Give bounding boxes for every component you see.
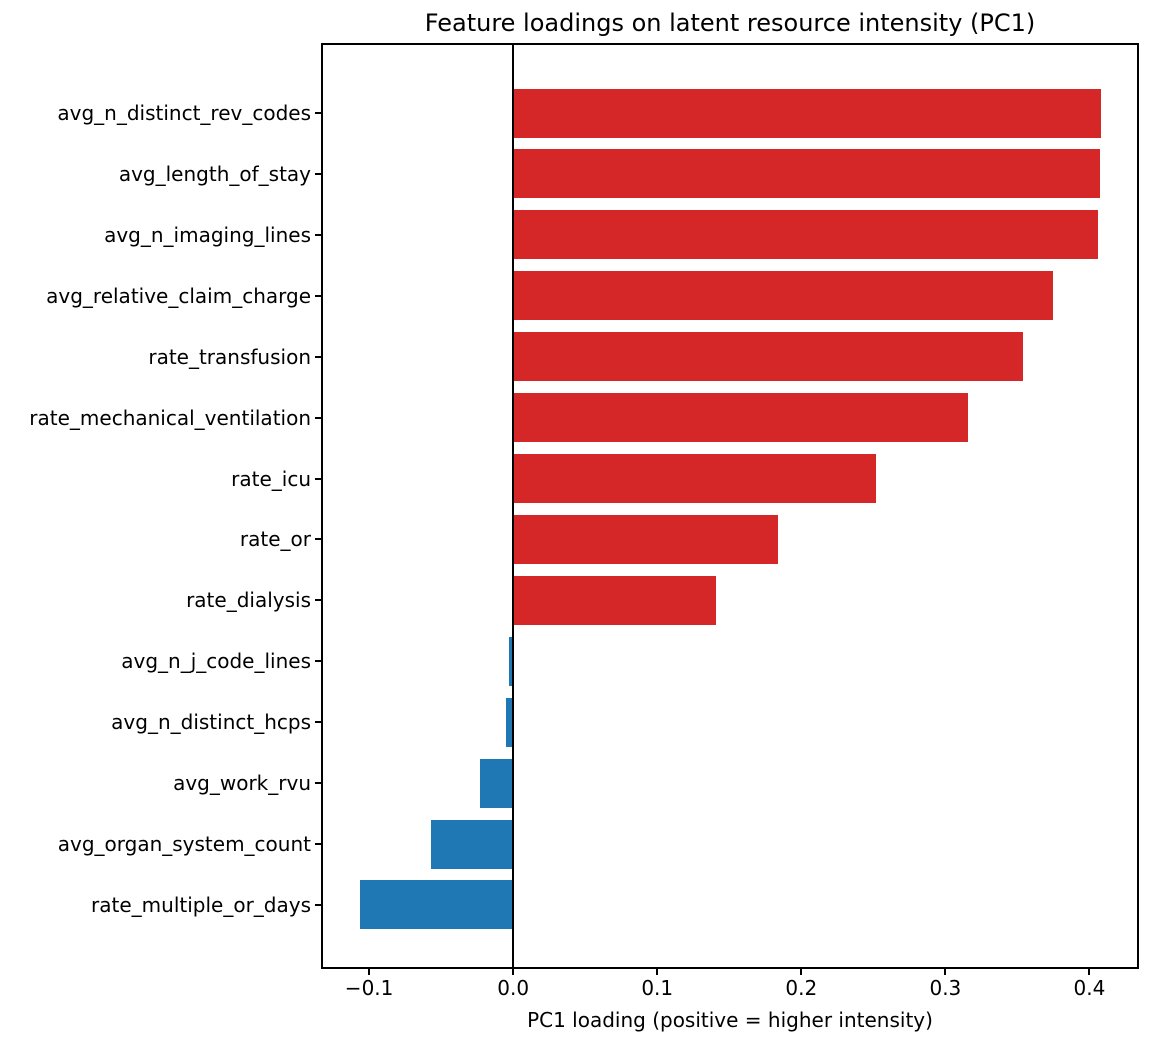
y-tick-label: avg_relative_claim_charge (46, 283, 311, 308)
x-axis-label: PC1 loading (positive = higher intensity… (527, 1008, 933, 1032)
x-tick-mark (944, 967, 947, 975)
bar-avg_organ_system_count (431, 819, 514, 869)
y-tick-mark (315, 112, 323, 114)
y-tick-mark (315, 843, 323, 846)
bar-avg_relative_claim_charge (513, 271, 1054, 321)
y-tick-label: avg_n_imaging_lines (104, 222, 311, 247)
bar-avg_work_rvu (480, 758, 514, 808)
bar-avg_length_of_stay (513, 149, 1100, 199)
plot-area (315, 43, 1139, 975)
bar-rate_icu (513, 454, 877, 504)
x-tick-label: 0.4 (1073, 976, 1106, 1000)
y-tick-label: avg_organ_system_count (57, 832, 311, 857)
y-tick-label: avg_n_j_code_lines (121, 649, 311, 674)
bar-rate_transfusion (513, 332, 1024, 382)
y-tick-label: rate_icu (231, 466, 311, 491)
y-tick-mark (315, 721, 323, 724)
y-tick-label: rate_transfusion (148, 344, 311, 369)
zero-line (512, 45, 515, 967)
bar-avg_n_distinct_rev_codes (513, 88, 1101, 138)
y-tick-label: rate_dialysis (186, 588, 311, 613)
y-tick-label: avg_n_distinct_rev_codes (57, 101, 311, 125)
x-tick-mark (368, 967, 371, 975)
y-tick-label: avg_length_of_stay (118, 161, 311, 186)
y-tick-mark (315, 477, 323, 480)
x-tick-mark (800, 967, 803, 975)
bar-rate_multiple_or_days (360, 880, 514, 930)
y-tick-label: avg_n_distinct_hcps (111, 710, 311, 735)
y-tick-mark (315, 294, 323, 297)
y-tick-mark (315, 172, 323, 175)
y-tick-mark (315, 660, 323, 663)
x-tick-mark (1088, 967, 1091, 975)
y-tick-label: rate_or (239, 527, 311, 552)
bar-avg_n_j_code_lines (508, 636, 514, 686)
y-tick-label: rate_mechanical_ventilation (29, 405, 311, 430)
x-tick-mark (512, 967, 515, 975)
bar-rate_mechanical_ventilation (513, 393, 969, 443)
y-tick-label: avg_work_rvu (173, 771, 311, 796)
y-tick-mark (315, 538, 323, 541)
y-tick-mark (315, 903, 323, 906)
x-tick-label: 0.0 (497, 976, 530, 1000)
y-tick-label: rate_multiple_or_days (91, 892, 311, 917)
y-tick-mark (315, 233, 323, 236)
y-tick-mark (315, 782, 323, 785)
x-tick-mark (656, 967, 659, 975)
y-tick-mark (315, 355, 323, 358)
bar-rate_dialysis (513, 575, 717, 625)
x-tick-label: 0.3 (929, 976, 962, 1000)
x-tick-label: 0.2 (785, 976, 818, 1000)
x-tick-label: −0.1 (344, 976, 394, 1000)
chart-title: Feature loadings on latent resource inte… (424, 9, 1036, 37)
y-tick-mark (315, 599, 323, 602)
bar-rate_or (513, 514, 779, 564)
x-tick-label: 0.1 (641, 976, 674, 1000)
bar-avg_n_distinct_hcps (505, 697, 514, 747)
bar-avg_n_imaging_lines (513, 210, 1099, 260)
y-tick-mark (315, 416, 323, 419)
